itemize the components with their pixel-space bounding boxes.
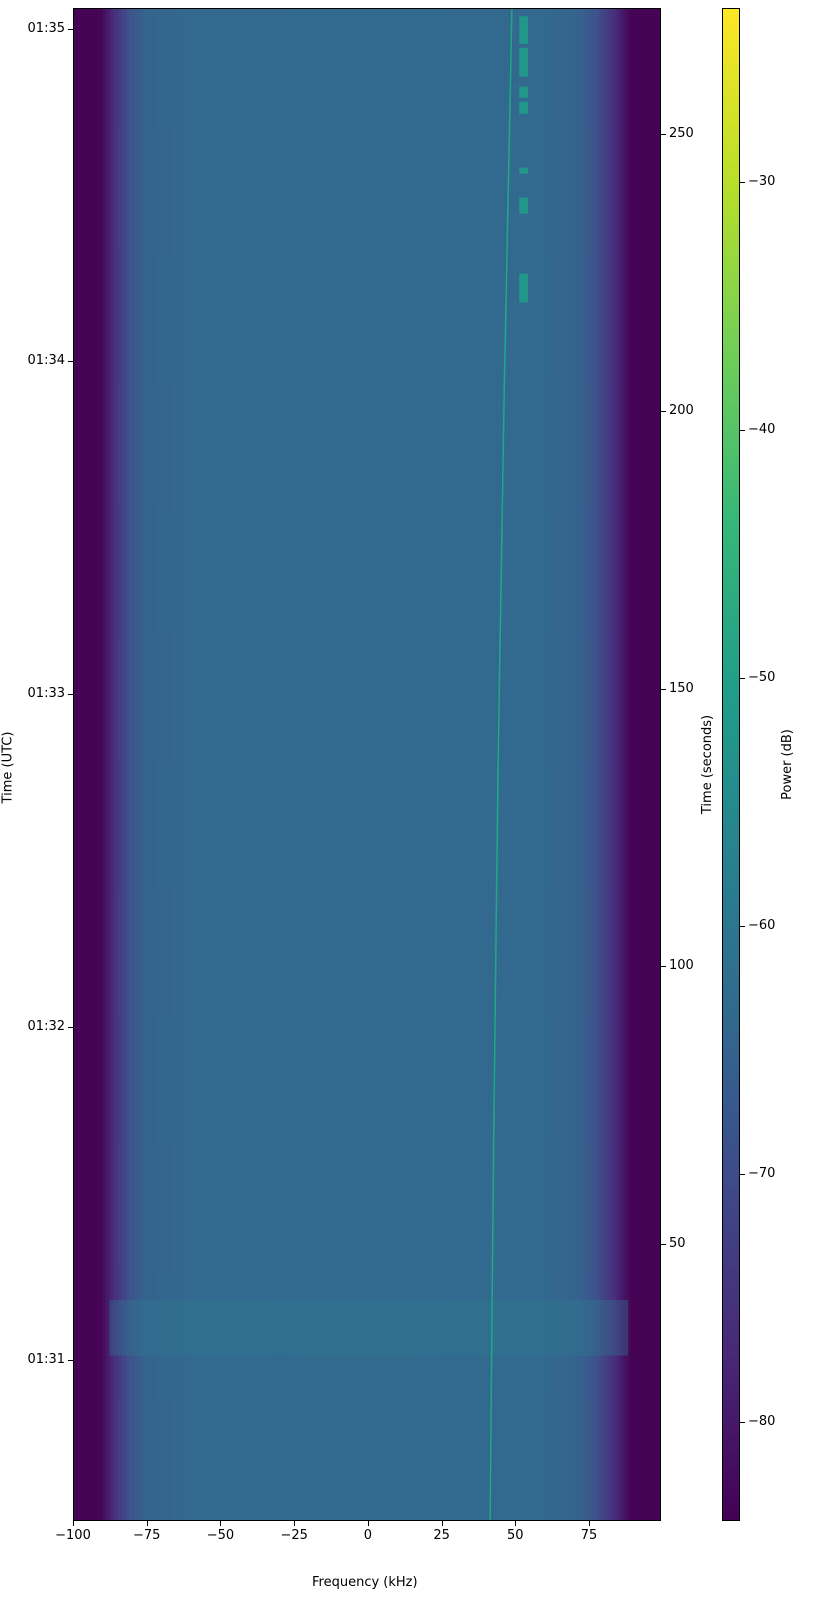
y-axis-left-label: Time (UTC)	[0, 731, 16, 804]
noise-texture	[74, 9, 660, 1520]
signal-burst-0	[519, 16, 529, 44]
colorbar-tick-mark	[740, 181, 745, 183]
colorbar-tick-mark	[740, 1421, 745, 1423]
y-left-tick-mark	[68, 28, 73, 30]
y-right-tick-mark	[661, 133, 666, 135]
colorbar	[722, 8, 740, 1521]
horizontal-interference-band	[109, 1300, 629, 1356]
signal-burst-6	[519, 273, 529, 303]
spectrogram-plot	[73, 8, 661, 1521]
colorbar-tick-mark	[740, 1173, 745, 1175]
x-tick-mark	[220, 1521, 222, 1526]
y-axis-right-label: Time (seconds)	[700, 714, 716, 815]
x-tick-mark	[441, 1521, 443, 1526]
y-left-tick-label: 01:31	[27, 1352, 65, 1368]
colorbar-label: Power (dB)	[779, 729, 795, 800]
x-tick-mark	[515, 1521, 517, 1526]
y-left-tick-mark	[68, 1360, 73, 1362]
y-right-tick-mark	[661, 411, 666, 413]
y-right-tick-mark	[661, 966, 666, 968]
y-right-tick-label: 100	[669, 958, 694, 974]
y-right-tick-label: 200	[669, 403, 694, 419]
x-tick-label: 50	[507, 1528, 524, 1543]
y-left-tick-label: 01:33	[27, 686, 65, 702]
colorbar-tick-label: −50	[748, 669, 776, 685]
x-tick-mark	[294, 1521, 296, 1526]
y-left-tick-mark	[68, 361, 73, 363]
x-tick-mark	[146, 1521, 148, 1526]
colorbar-tick-mark	[740, 429, 745, 431]
colorbar-tick-label: −80	[748, 1413, 776, 1429]
y-right-tick-mark	[661, 1243, 666, 1245]
x-tick-label: −50	[206, 1528, 235, 1543]
signal-burst-5	[519, 197, 529, 214]
y-left-tick-label: 01:32	[27, 1019, 65, 1035]
y-right-tick-label: 250	[669, 125, 694, 141]
y-left-tick-label: 01:34	[27, 353, 65, 369]
x-tick-label: −75	[133, 1528, 161, 1543]
y-right-tick-mark	[661, 688, 666, 690]
y-right-tick-label: 50	[669, 1235, 686, 1251]
x-tick-mark	[367, 1521, 369, 1526]
x-tick-label: 0	[363, 1528, 373, 1543]
x-tick-mark	[589, 1521, 591, 1526]
x-tick-label: −25	[280, 1528, 308, 1543]
colorbar-tick-label: −40	[748, 421, 776, 437]
colorbar-tick-label: −60	[748, 917, 776, 933]
y-right-tick-label: 150	[669, 680, 694, 696]
colorbar-tick-label: −30	[748, 173, 776, 189]
signal-burst-2	[519, 86, 529, 98]
x-tick-mark	[73, 1521, 74, 1526]
y-left-tick-mark	[68, 1027, 73, 1029]
signal-burst-4	[519, 167, 529, 174]
x-tick-label: −100	[55, 1528, 91, 1543]
colorbar-tick-mark	[740, 677, 745, 679]
signal-overlay	[109, 9, 629, 1520]
y-left-tick-label: 01:35	[27, 20, 65, 36]
signal-burst-3	[519, 101, 529, 114]
signal-burst-1	[519, 47, 529, 77]
x-tick-label: 25	[433, 1528, 450, 1543]
y-left-tick-mark	[68, 694, 73, 696]
colorbar-tick-label: −70	[748, 1165, 776, 1181]
x-tick-label: 75	[580, 1528, 598, 1543]
x-axis-label: Frequency (kHz)	[312, 1575, 418, 1590]
colorbar-tick-mark	[740, 925, 745, 927]
drifting-signal-line	[489, 9, 513, 1520]
